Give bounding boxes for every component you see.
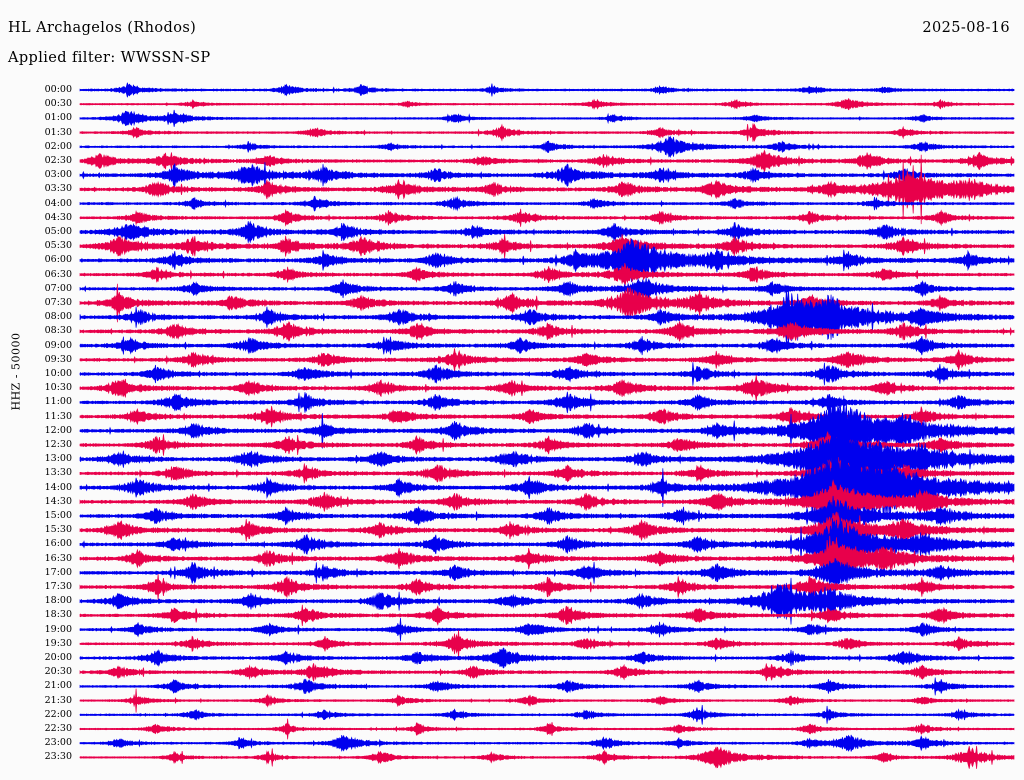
time-tick-label: 12:30 (44, 439, 72, 450)
time-tick-label: 01:00 (44, 112, 72, 124)
time-tick-label: 11:00 (44, 396, 72, 408)
time-tick-label: 17:00 (44, 566, 72, 578)
time-tick-label: 08:30 (44, 325, 72, 337)
time-tick-label: 18:00 (44, 595, 72, 607)
time-tick-label: 06:00 (44, 254, 72, 266)
time-tick-label: 21:00 (44, 680, 72, 692)
time-tick-label: 17:30 (44, 581, 72, 592)
time-tick-label: 10:30 (44, 382, 72, 394)
time-tick-label: 04:30 (44, 211, 72, 223)
time-tick-label: 13:30 (44, 467, 72, 479)
time-tick-label: 00:30 (44, 98, 72, 110)
time-tick-label: 04:00 (44, 197, 72, 209)
time-tick-label: 09:30 (44, 353, 72, 365)
time-tick-label: 13:00 (44, 453, 72, 465)
time-tick-label: 15:30 (44, 524, 72, 536)
time-tick-label: 15:00 (44, 510, 72, 521)
time-tick-label: 16:00 (44, 538, 72, 550)
time-tick-label: 14:00 (44, 481, 72, 493)
time-tick-label: 01:30 (44, 126, 72, 138)
time-tick-label: 02:30 (44, 155, 72, 166)
time-tick-label: 20:30 (44, 666, 72, 678)
time-tick-label: 03:00 (44, 169, 72, 181)
time-tick-label: 12:00 (44, 424, 72, 436)
time-tick-label: 16:30 (44, 552, 72, 564)
seismogram-traces (79, 82, 1015, 769)
time-tick-label: 08:00 (44, 311, 72, 323)
time-tick-label: 18:30 (44, 609, 72, 621)
trace-area (78, 80, 1024, 780)
helicorder-plot: 00:00 00:30 01:00 01:30 02:00 02:30 03:00 03:30… (0, 80, 1024, 780)
page-title: HL Archagelos (Rhodos) (8, 20, 197, 36)
time-tick-label: 06:30 (44, 268, 72, 280)
time-tick-label: 19:30 (44, 637, 72, 649)
time-tick-label: 07:30 (44, 297, 72, 308)
time-tick-label: 10:00 (44, 368, 72, 379)
time-tick-label: 07:00 (44, 282, 72, 294)
time-tick-label: 21:30 (44, 694, 72, 706)
time-tick-label: 23:30 (44, 751, 72, 763)
time-tick-label: 20:00 (44, 652, 72, 663)
time-tick-label: 11:30 (44, 410, 72, 422)
time-tick-label: 22:30 (44, 723, 72, 734)
time-tick-label: 22:00 (44, 708, 72, 720)
time-tick-label: 09:00 (44, 339, 72, 351)
time-tick-label: 14:30 (44, 495, 72, 507)
time-tick-label: 19:00 (44, 623, 72, 635)
time-tick-label: 00:00 (44, 84, 72, 95)
time-tick-label: 05:30 (44, 240, 72, 252)
record-date: 2025-08-16 (922, 20, 1010, 36)
time-tick-label: 23:00 (44, 737, 72, 749)
time-axis: 00:00 00:30 01:00 01:30 02:00 02:30 03:00 03:30… (0, 80, 78, 780)
time-tick-label: 02:00 (44, 140, 72, 152)
time-tick-label: 05:00 (44, 226, 72, 237)
applied-filter-label: Applied filter: WWSSN-SP (8, 50, 211, 66)
time-tick-label: 03:30 (44, 183, 72, 195)
